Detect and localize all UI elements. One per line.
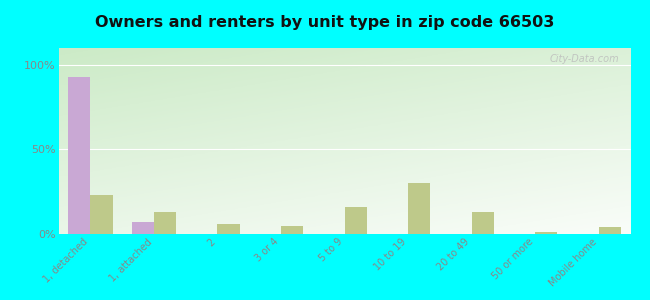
- Bar: [344, 207, 367, 234]
- Bar: [217, 224, 240, 234]
- Text: Owners and renters by unit type in zip code 66503: Owners and renters by unit type in zip c…: [96, 15, 554, 30]
- Bar: [281, 226, 303, 234]
- Bar: [90, 195, 112, 234]
- Text: City-Data.com: City-Data.com: [549, 54, 619, 64]
- Bar: [472, 212, 494, 234]
- Bar: [131, 222, 154, 234]
- Bar: [68, 77, 90, 234]
- Bar: [535, 232, 558, 234]
- Bar: [408, 183, 430, 234]
- Bar: [599, 227, 621, 234]
- Bar: [154, 212, 176, 234]
